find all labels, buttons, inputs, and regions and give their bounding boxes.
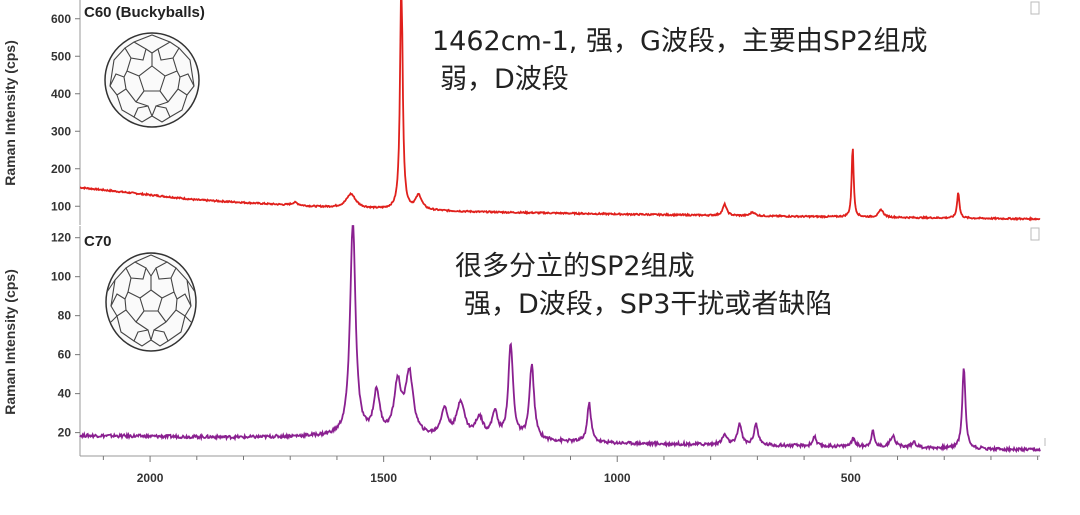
c70-panel-handle [1030, 227, 1040, 241]
x-tick-label: 1500 [370, 471, 397, 485]
c60-y-tick-label: 100 [51, 199, 71, 213]
x-tick-label: 2000 [137, 471, 164, 485]
c60-y-tick-label: 200 [51, 162, 71, 176]
c70-y-tick-labels: 20 40 60 80 100 120 [51, 231, 71, 440]
c60-y-tick-label: 500 [51, 49, 71, 63]
c70-y-tick-label: 120 [51, 231, 71, 245]
x-tick-label: 1000 [604, 471, 631, 485]
c70-panel: 20 40 60 80 100 120 2000 1500 1000 500 Raman Int… [2, 225, 1046, 485]
x-ticks [102, 456, 1039, 462]
c70-spectrum-line [79, 225, 1041, 454]
c70-y-axis-title: Raman Intensity (cps) [2, 269, 18, 414]
c60-y-ticks [75, 18, 80, 207]
c60-annotation-g-band: 1462cm-1, 强，G波段，主要由SP2组成 [432, 26, 927, 57]
c60-panel-title: C60 (Buckyballs) [84, 4, 205, 21]
c60-panel-handle [1030, 1, 1040, 15]
x-tick-labels: 2000 1500 1000 500 [137, 471, 861, 485]
x-tick-label: 500 [841, 471, 861, 485]
c70-y-ticks [75, 237, 80, 434]
c60-y-tick-label: 400 [51, 87, 71, 101]
c60-y-tick-labels: 100 200 300 400 500 600 [51, 12, 71, 214]
c70-annotation-sp2: 很多分立的SP2组成 [455, 251, 695, 282]
c70-panel-title: C70 [84, 233, 112, 250]
c60-y-tick-label: 600 [51, 12, 71, 26]
c60-y-tick-label: 300 [51, 124, 71, 138]
c60-molecule-illustration [104, 32, 200, 128]
c60-panel: 100 200 300 400 500 600 Raman Intensity (cps)… [2, 0, 1041, 225]
c70-y-tick-label: 40 [58, 387, 72, 401]
c70-y-tick-label: 80 [58, 309, 72, 323]
c70-molecule-illustration [105, 252, 197, 352]
c70-annotation-d-band: 强，D波段，SP3干扰或者缺陷 [464, 289, 832, 320]
c60-annotation-d-band: 弱，D波段 [440, 64, 569, 95]
c60-spectrum-line [80, 0, 1041, 222]
c70-y-tick-label: 60 [58, 348, 72, 362]
c70-y-tick-label: 100 [51, 270, 71, 284]
c70-y-tick-label: 20 [58, 426, 72, 440]
c60-y-axis-title: Raman Intensity (cps) [2, 40, 18, 185]
